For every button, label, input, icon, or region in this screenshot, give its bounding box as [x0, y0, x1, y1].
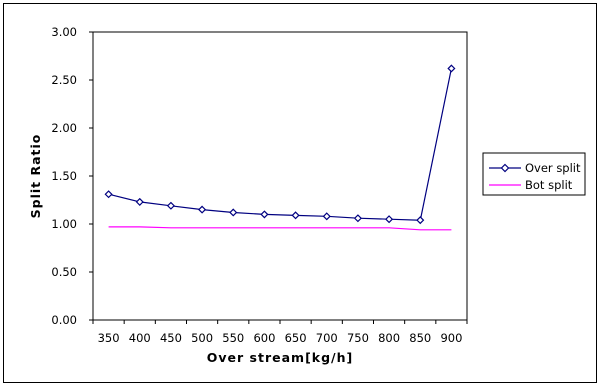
legend: Over split Bot split — [482, 152, 586, 196]
data-point-over-split — [104, 190, 113, 199]
y-tick-label: 2.00 — [51, 121, 77, 135]
series-line-bot-split — [108, 226, 452, 231]
data-point-over-split — [198, 205, 207, 214]
y-tick-label: 1.00 — [51, 217, 77, 231]
x-tick-label: 600 — [253, 331, 275, 345]
plot-area — [92, 31, 468, 321]
data-point-over-split — [353, 214, 362, 223]
data-point-over-split — [166, 201, 175, 210]
x-tick-label: 850 — [409, 331, 431, 345]
legend-label-over-split: Over split — [525, 161, 581, 175]
data-point-over-split — [322, 212, 331, 221]
legend-box — [482, 152, 586, 196]
data-point-over-split — [291, 211, 300, 220]
y-tick-label: 2.50 — [51, 73, 77, 87]
data-point-over-split — [135, 197, 144, 206]
data-point-over-split — [260, 210, 269, 219]
x-tick-label: 350 — [98, 331, 120, 345]
x-tick-label: 700 — [316, 331, 338, 345]
data-point-over-split — [385, 215, 394, 224]
y-tick-label: 0.00 — [51, 313, 77, 327]
x-axis-title: Over stream[kg/h] — [207, 350, 353, 365]
x-tick-label: 400 — [129, 331, 151, 345]
x-tick-label: 650 — [285, 331, 307, 345]
y-axis-title: Split Ratio — [28, 134, 43, 219]
x-tick-label: 750 — [347, 331, 369, 345]
x-tick-label: 550 — [222, 331, 244, 345]
data-point-over-split — [416, 216, 425, 225]
data-point-over-split — [447, 64, 456, 73]
y-tick-label: 0.50 — [51, 265, 77, 279]
x-tick-label: 800 — [378, 331, 400, 345]
x-tick-label: 900 — [440, 331, 462, 345]
y-tick-label: 1.50 — [51, 169, 77, 183]
legend-label-bot-split: Bot split — [525, 178, 573, 192]
x-tick-label: 450 — [160, 331, 182, 345]
x-tick-label: 500 — [191, 331, 213, 345]
y-axis-ticks: 0.00 0.50 1.00 1.50 2.00 2.50 3.00 — [51, 25, 93, 327]
legend-marker-over-split — [500, 163, 510, 173]
series-layer — [104, 64, 456, 231]
data-point-over-split — [229, 208, 238, 217]
x-axis-ticks: 350 400 450 500 550 600 650 700 750 800 850 900 — [92, 320, 468, 345]
y-tick-label: 3.00 — [51, 25, 77, 39]
series-line-over-split — [108, 68, 452, 221]
